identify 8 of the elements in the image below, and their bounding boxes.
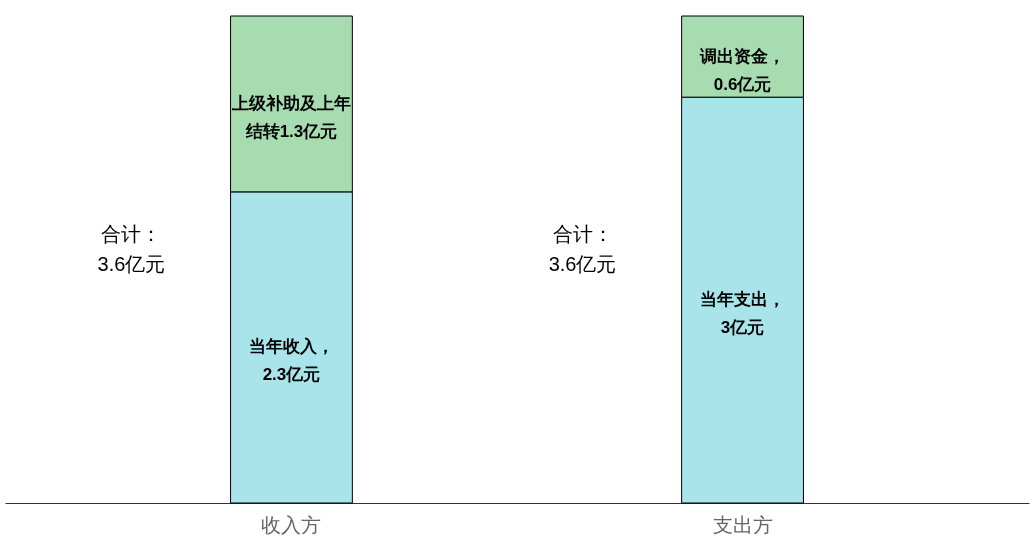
data-label: 上级补助及上年结转1.3亿元 xyxy=(230,93,351,141)
data-label: 当年支出，3亿元 xyxy=(700,290,786,338)
data-label: 当年收入，2.3亿元 xyxy=(248,337,334,385)
x-tick-label: 支出方 xyxy=(712,513,773,536)
data-label: 调出资金，0.6亿元 xyxy=(699,46,786,94)
x-tick-label: 收入方 xyxy=(261,513,322,536)
annotation: 合计：3.6亿元 xyxy=(97,223,166,276)
annotation: 合计：3.6亿元 xyxy=(548,223,617,276)
